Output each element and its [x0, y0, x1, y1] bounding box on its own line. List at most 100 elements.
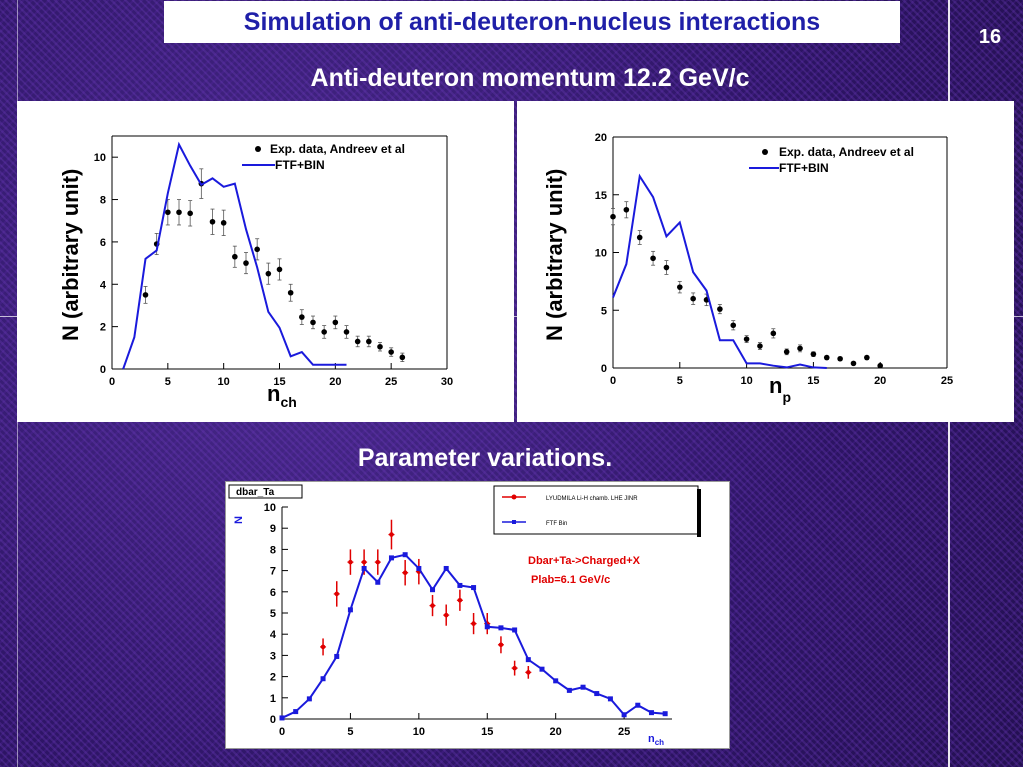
- x-tick-label: 25: [385, 376, 397, 388]
- slide-title: Simulation of anti-deuteron-nucleus inte…: [243, 7, 821, 36]
- data-point: [187, 210, 193, 217]
- x-tick-label: 10: [740, 375, 752, 387]
- data-point: [810, 351, 817, 357]
- y-tick-label: 0: [270, 714, 276, 726]
- legend-marker-square: [512, 520, 516, 524]
- model-point: [457, 582, 463, 588]
- model-point: [648, 710, 654, 716]
- data-point: [165, 209, 171, 216]
- data-point: [366, 338, 372, 345]
- y-tick-label: 8: [100, 195, 106, 207]
- model-point: [443, 565, 449, 571]
- section-heading: Parameter variations.: [357, 444, 613, 472]
- y-tick-label: 3: [270, 650, 276, 662]
- series-line-model: [122, 141, 347, 370]
- data-point: [332, 319, 339, 326]
- data-point: [343, 329, 350, 335]
- model-point: [498, 625, 504, 631]
- y-tick-label: 0: [100, 364, 106, 376]
- y-tick-label: 0: [601, 363, 607, 375]
- data-point: [265, 270, 272, 277]
- x-tick-label: 25: [941, 375, 953, 387]
- x-tick-label: 15: [807, 375, 819, 387]
- model-point: [471, 585, 477, 591]
- data-point: [232, 253, 238, 260]
- data-point: [243, 260, 249, 266]
- data-point: [610, 213, 616, 220]
- x-axis-label: nch: [267, 381, 297, 410]
- x-axis-label-sub: ch: [280, 394, 296, 410]
- data-point: [636, 234, 643, 241]
- data-point: [498, 642, 504, 648]
- model-point: [594, 691, 600, 697]
- model-point: [416, 565, 422, 571]
- x-axis-label-main: n: [648, 733, 655, 745]
- model-point: [306, 696, 312, 702]
- data-point: [389, 532, 394, 537]
- model-point: [293, 709, 299, 715]
- model-point: [361, 565, 367, 571]
- x-tick-label: 0: [610, 375, 616, 387]
- y-axis-label: N: [233, 516, 245, 524]
- data-point: [837, 355, 843, 362]
- x-tick-label: 20: [550, 726, 562, 738]
- chart-np: 0 5 10 15 20 0 5 10 15 20 25 N (arbitrary unit) np…: [542, 132, 953, 405]
- model-point: [388, 555, 394, 561]
- legend-label-data: Exp. data, Andreev et al: [270, 142, 405, 156]
- data-point: [176, 209, 182, 216]
- y-axis-label: N (arbitrary unit): [58, 169, 83, 341]
- data-point: [361, 559, 367, 565]
- chart-dbar-ta: dbar_Ta 0 1 2 3 4 5 6 7 8 9 10 0 5 10 15 20 25 N nch LYU…: [228, 484, 701, 747]
- model-point: [553, 678, 559, 684]
- x-tick-label: 20: [874, 375, 886, 387]
- chart-nch: 0 2 4 6 8 10 0 5 10 15 20 25 30 N (arbitrary unit) n…: [58, 135, 453, 410]
- model-point: [320, 676, 326, 682]
- model-point: [375, 579, 381, 585]
- y-tick-label: 5: [601, 305, 607, 317]
- y-axis-label: N (arbitrary unit): [542, 169, 567, 341]
- legend-label-data: LYUDMILA Li-H chamb. LHE JINR: [546, 496, 638, 502]
- data-point: [310, 319, 316, 326]
- x-axis-label: np: [769, 373, 791, 405]
- data-point: [399, 354, 406, 361]
- x-tick-label: 30: [441, 376, 453, 388]
- data-point: [850, 360, 857, 367]
- x-axis-label: nch: [648, 733, 664, 747]
- chart-title-box: [228, 484, 303, 499]
- data-point: [677, 284, 683, 290]
- data-point: [512, 665, 517, 671]
- x-tick-label: 20: [329, 376, 341, 388]
- data-point: [783, 349, 790, 355]
- data-point: [220, 220, 227, 226]
- model-point: [635, 702, 641, 708]
- data-point: [757, 343, 763, 349]
- data-point: [430, 603, 435, 608]
- chart-title: dbar_Ta: [236, 487, 275, 498]
- model-point: [525, 657, 531, 663]
- data-point: [209, 218, 216, 225]
- y-tick-label: 2: [100, 322, 106, 334]
- model-point: [279, 715, 285, 721]
- data-point: [320, 644, 326, 650]
- legend-label-model: FTF+BIN: [275, 158, 325, 172]
- legend-box-shadow: [697, 489, 701, 537]
- y-tick-label: 8: [270, 544, 276, 556]
- slide-subtitle: Anti-deuteron momentum 12.2 GeV/c: [310, 64, 750, 92]
- legend-marker-data: [255, 146, 261, 152]
- legend-marker-data: [511, 494, 517, 500]
- y-tick-label: 20: [595, 132, 607, 144]
- data-point: [717, 306, 723, 312]
- data-point: [797, 345, 803, 352]
- data-point: [321, 329, 327, 335]
- x-tick-label: 25: [618, 726, 630, 738]
- page-number: 16: [978, 26, 1002, 48]
- y-tick-label: 15: [595, 190, 607, 202]
- data-point: [377, 343, 383, 350]
- y-tick-label: 5: [270, 608, 276, 620]
- data-point: [526, 670, 531, 675]
- x-tick-label: 10: [413, 726, 425, 738]
- legend-label-model: FTF+BIN: [779, 161, 829, 175]
- annotation-momentum: Plab=6.1 GeV/c: [531, 574, 610, 586]
- model-point: [347, 607, 353, 613]
- chart-panel-left: 0 2 4 6 8 10 0 5 10 15 20 25 30 N (arbitrary unit) n…: [17, 101, 514, 422]
